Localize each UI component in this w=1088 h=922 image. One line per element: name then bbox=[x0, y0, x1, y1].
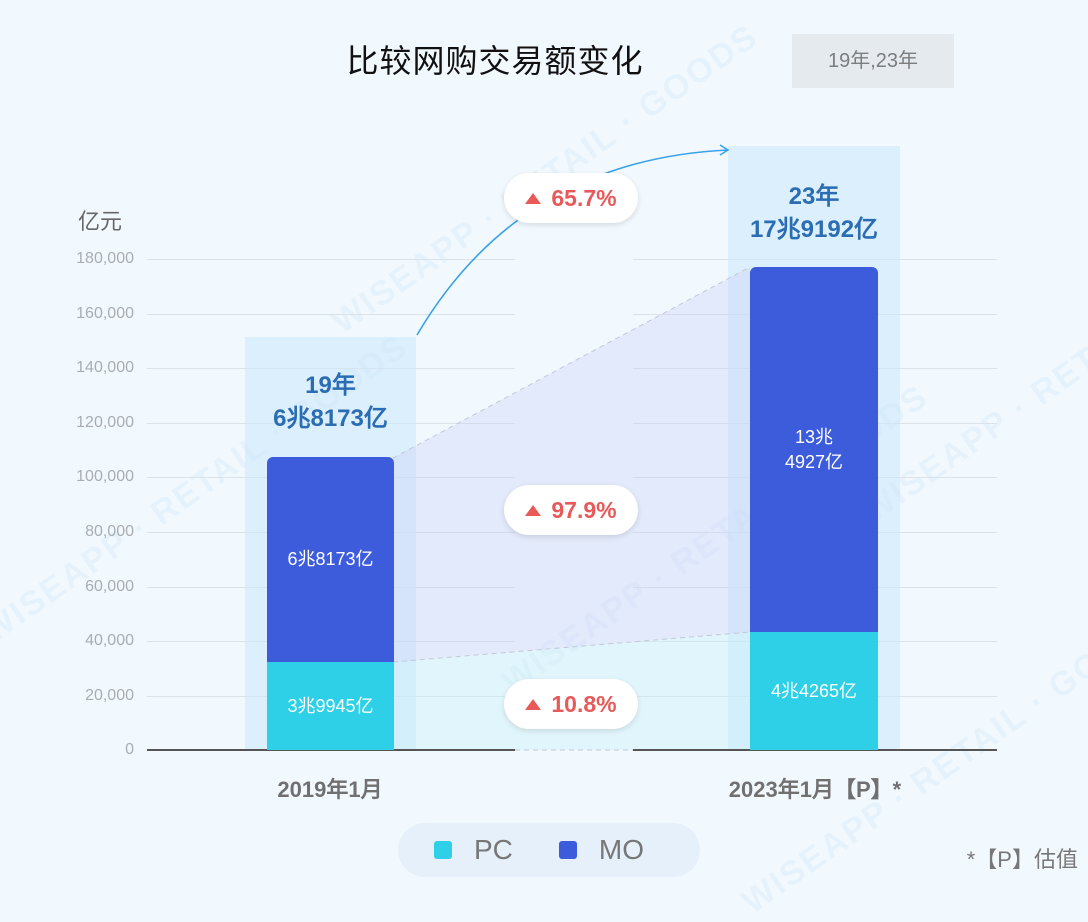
y-tick: 160,000 bbox=[76, 305, 134, 322]
chart-title: 比较网购交易额变化 bbox=[346, 42, 644, 80]
segment-label: 6兆8173亿 bbox=[287, 549, 374, 570]
y-tick: 0 bbox=[125, 741, 134, 758]
y-tick: 100,000 bbox=[76, 468, 134, 485]
y-tick: 120,000 bbox=[76, 414, 134, 431]
x-label: 2019年1月 bbox=[277, 777, 383, 802]
legend: PC MO bbox=[398, 823, 700, 877]
up-triangle-icon bbox=[525, 504, 542, 516]
bar-segment-pc[interactable]: 4兆4265亿 bbox=[750, 632, 878, 750]
bar-segment-mo[interactable]: 6兆8173亿 bbox=[267, 457, 394, 662]
segment-label: 3兆9945亿 bbox=[287, 695, 374, 716]
bar-2023[interactable]: 13兆 4927亿 4兆4265亿 bbox=[750, 267, 878, 750]
y-tick: 140,000 bbox=[76, 359, 134, 376]
bar-total-label: 23年 17兆9192亿 bbox=[749, 183, 879, 243]
y-tick: 20,000 bbox=[85, 687, 134, 704]
segment-label: 4兆4265亿 bbox=[770, 680, 858, 701]
bar-segment-mo[interactable]: 13兆 4927亿 bbox=[750, 267, 878, 632]
growth-badge-mo: 97.9% bbox=[504, 485, 638, 535]
pc-swatch-icon bbox=[434, 841, 452, 859]
bar-2019[interactable]: 6兆8173亿 3兆9945亿 bbox=[267, 457, 394, 750]
x-axis-line bbox=[633, 749, 997, 751]
growth-badge-total: 65.7% bbox=[504, 173, 638, 223]
growth-value: 10.8% bbox=[551, 690, 617, 717]
y-axis-unit: 亿元 bbox=[78, 209, 123, 234]
x-label: 2023年1月【P】* bbox=[728, 777, 902, 802]
legend-label: MO bbox=[598, 834, 645, 865]
up-triangle-icon bbox=[525, 698, 542, 710]
growth-value: 97.9% bbox=[551, 496, 617, 523]
growth-value: 65.7% bbox=[551, 184, 617, 211]
connector-overlay bbox=[392, 144, 751, 751]
y-tick: 80,000 bbox=[85, 523, 134, 540]
period-badge[interactable]: 19年,23年 bbox=[792, 34, 954, 88]
legend-label: PC bbox=[474, 834, 513, 865]
y-tick: 40,000 bbox=[85, 632, 134, 649]
legend-item-mo[interactable]: MO bbox=[558, 834, 645, 866]
bar-segment-pc[interactable]: 3兆9945亿 bbox=[267, 662, 394, 750]
y-tick: 60,000 bbox=[85, 578, 134, 595]
y-tick: 180,000 bbox=[76, 250, 134, 267]
bar-total-label: 19年 6兆8173亿 bbox=[273, 372, 388, 432]
footnote: *【P】估值 bbox=[966, 847, 1078, 872]
mo-swatch-icon bbox=[558, 841, 577, 859]
segment-label: 13兆 4927亿 bbox=[784, 427, 844, 472]
legend-item-pc[interactable]: PC bbox=[434, 834, 513, 866]
growth-badge-pc: 10.8% bbox=[504, 679, 638, 729]
up-triangle-icon bbox=[525, 192, 542, 204]
x-axis-line bbox=[147, 749, 515, 751]
